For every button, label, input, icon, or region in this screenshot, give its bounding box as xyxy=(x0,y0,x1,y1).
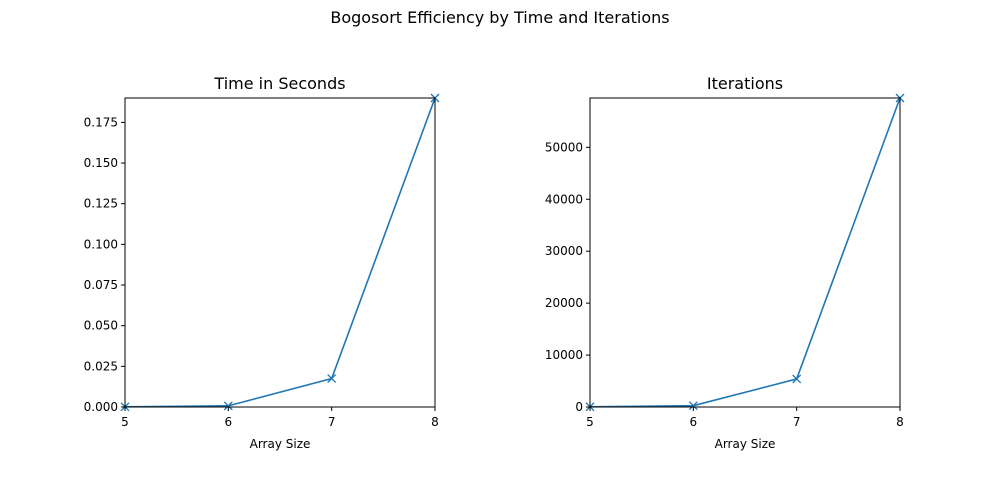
x-tick-label: 5 xyxy=(586,415,594,429)
x-tick-label: 7 xyxy=(328,415,336,429)
y-tick-label: 30000 xyxy=(545,244,583,258)
subplot-2: Iterations 5 6 7 8 0 10000 20000 30000 40000 50000… xyxy=(545,74,905,451)
y-tick-label: 0.075 xyxy=(84,278,118,292)
y-tick-label: 10000 xyxy=(545,348,583,362)
y-tick-label: 0.150 xyxy=(84,156,118,170)
x-tick-label: 7 xyxy=(793,415,801,429)
x-axis-label: Array Size xyxy=(250,437,311,451)
x-tick-label: 8 xyxy=(896,415,904,429)
y-tick-label: 0 xyxy=(575,400,583,414)
y-tick-label: 50000 xyxy=(545,140,583,154)
y-tick-label: 0.100 xyxy=(84,237,118,251)
data-point-marker xyxy=(688,401,698,411)
series-line xyxy=(590,98,900,407)
axes-frame xyxy=(589,97,901,408)
subplot-title: Time in Seconds xyxy=(213,74,345,93)
x-tick-label: 6 xyxy=(690,415,698,429)
y-tick-label: 0.175 xyxy=(84,115,118,129)
figure-title: Bogosort Efficiency by Time and Iteratio… xyxy=(330,8,669,27)
y-tick-label: 0.125 xyxy=(84,197,118,211)
data-point-marker xyxy=(327,374,337,383)
series-line xyxy=(125,98,435,407)
data-point-marker xyxy=(792,374,802,384)
x-tick-label: 6 xyxy=(225,415,233,429)
y-tick-label: 0.025 xyxy=(84,359,118,373)
subplot-1: Time in Seconds 5 6 7 8 0.000 0.025 0.050 0.075 0… xyxy=(84,74,440,451)
x-tick-label: 8 xyxy=(431,415,439,429)
subplot-title: Iterations xyxy=(707,74,783,93)
y-tick-label: 20000 xyxy=(545,296,583,310)
data-point-marker xyxy=(223,401,233,411)
axes-frame xyxy=(124,97,436,408)
x-tick-label: 5 xyxy=(121,415,129,429)
y-tick-label: 0.000 xyxy=(84,400,118,414)
y-tick-label: 0.050 xyxy=(84,319,118,333)
y-tick-label: 40000 xyxy=(545,192,583,206)
x-axis-label: Array Size xyxy=(715,437,776,451)
